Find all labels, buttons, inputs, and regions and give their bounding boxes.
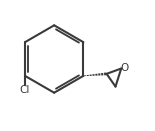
Text: O: O [120, 63, 128, 73]
Text: Cl: Cl [20, 85, 30, 95]
